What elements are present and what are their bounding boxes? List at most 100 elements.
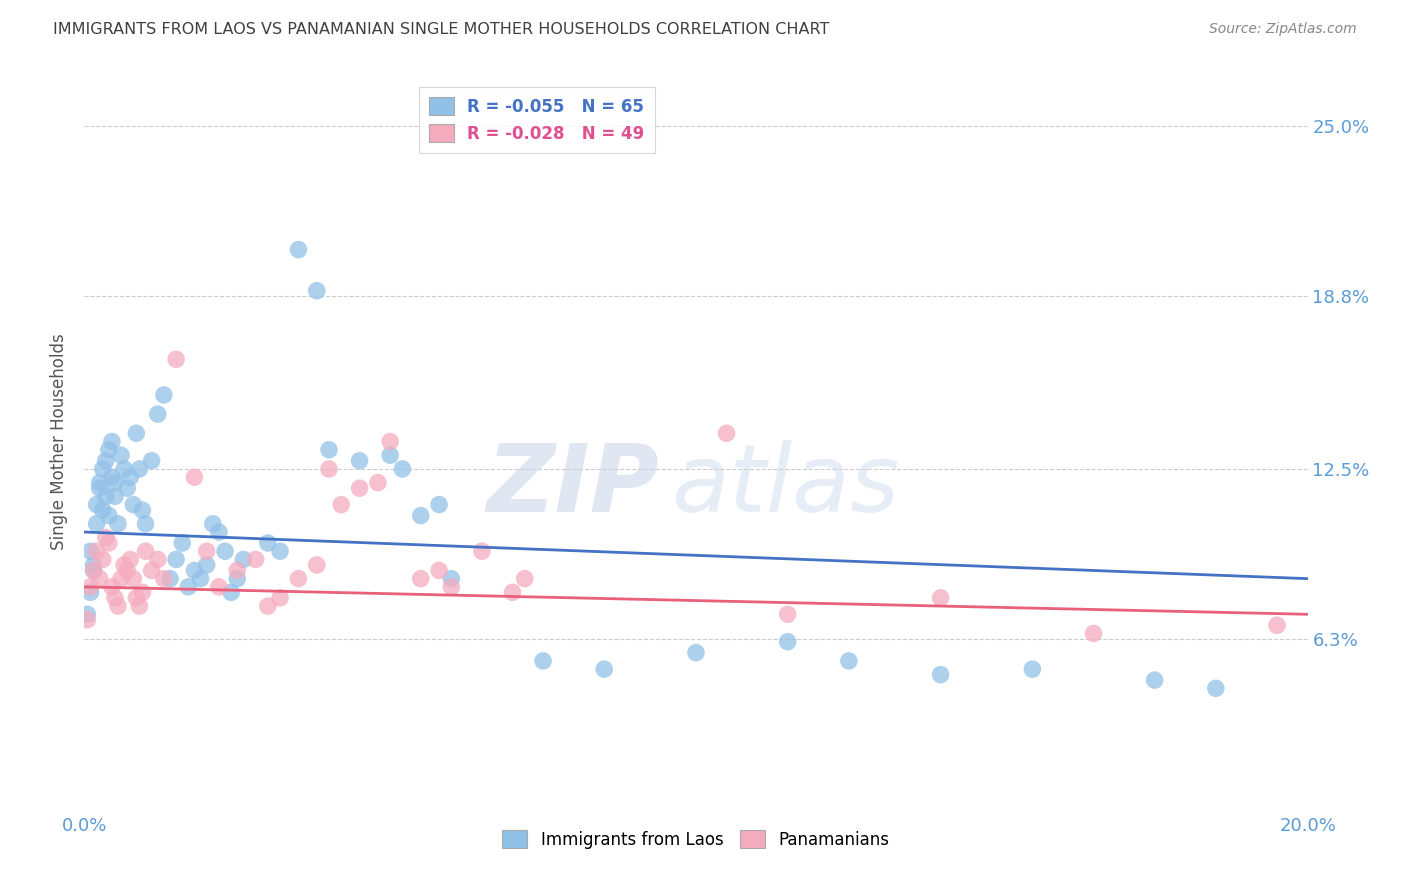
Point: [165, 352, 187, 367]
Point: [97, 442, 120, 457]
Point: [112, 462, 135, 476]
Point: [115, 481, 138, 495]
Point: [131, 503, 153, 517]
Point: [219, 585, 242, 599]
Point: [367, 475, 389, 490]
Point: [1205, 681, 1227, 696]
Point: [305, 284, 328, 298]
Point: [929, 667, 952, 681]
Point: [104, 475, 127, 490]
Point: [349, 454, 371, 468]
Point: [929, 591, 952, 605]
Point: [97, 536, 120, 550]
Point: [120, 552, 142, 566]
Point: [125, 426, 148, 441]
Point: [1265, 618, 1288, 632]
Point: [89, 481, 111, 495]
Point: [97, 508, 120, 523]
Point: [502, 585, 524, 599]
Text: ZIP: ZIP: [486, 440, 659, 532]
Point: [104, 591, 127, 605]
Point: [122, 572, 145, 586]
Point: [208, 524, 231, 539]
Point: [318, 462, 340, 476]
Point: [471, 544, 494, 558]
Point: [838, 654, 860, 668]
Point: [79, 585, 101, 599]
Point: [380, 448, 402, 462]
Point: [141, 454, 163, 468]
Point: [531, 654, 554, 668]
Point: [101, 580, 124, 594]
Point: [685, 646, 707, 660]
Point: [257, 536, 280, 550]
Point: [101, 434, 124, 449]
Point: [110, 572, 132, 586]
Point: [110, 448, 132, 462]
Point: [716, 426, 738, 441]
Point: [76, 613, 98, 627]
Point: [91, 462, 114, 476]
Point: [201, 516, 224, 531]
Point: [208, 580, 231, 594]
Point: [146, 552, 169, 566]
Point: [128, 599, 150, 613]
Point: [226, 563, 249, 577]
Point: [349, 481, 371, 495]
Text: Source: ZipAtlas.com: Source: ZipAtlas.com: [1209, 22, 1357, 37]
Point: [1143, 673, 1166, 687]
Point: [330, 498, 353, 512]
Point: [409, 508, 432, 523]
Point: [107, 599, 129, 613]
Point: [79, 580, 101, 594]
Point: [391, 462, 413, 476]
Point: [128, 462, 150, 476]
Point: [131, 585, 153, 599]
Point: [305, 558, 328, 572]
Point: [135, 516, 157, 531]
Point: [287, 572, 309, 586]
Point: [177, 580, 200, 594]
Point: [91, 552, 114, 566]
Point: [183, 470, 205, 484]
Point: [101, 470, 124, 484]
Text: atlas: atlas: [672, 441, 900, 532]
Point: [153, 388, 176, 402]
Point: [1083, 626, 1105, 640]
Point: [159, 572, 181, 586]
Point: [190, 572, 212, 586]
Point: [183, 563, 205, 577]
Point: [83, 558, 105, 572]
Point: [94, 454, 117, 468]
Point: [269, 544, 291, 558]
Point: [287, 243, 309, 257]
Point: [94, 489, 117, 503]
Point: [513, 572, 536, 586]
Legend: Immigrants from Laos, Panamanians: Immigrants from Laos, Panamanians: [496, 823, 896, 855]
Point: [125, 591, 148, 605]
Point: [226, 572, 249, 586]
Point: [232, 552, 254, 566]
Point: [86, 498, 108, 512]
Point: [427, 563, 450, 577]
Point: [79, 544, 101, 558]
Point: [89, 475, 111, 490]
Point: [153, 572, 176, 586]
Point: [195, 558, 218, 572]
Point: [409, 572, 432, 586]
Point: [104, 489, 127, 503]
Point: [593, 662, 616, 676]
Point: [86, 544, 108, 558]
Point: [257, 599, 280, 613]
Point: [122, 498, 145, 512]
Point: [76, 607, 98, 622]
Point: [318, 442, 340, 457]
Point: [94, 531, 117, 545]
Point: [135, 544, 157, 558]
Point: [1021, 662, 1043, 676]
Point: [115, 563, 138, 577]
Point: [172, 536, 194, 550]
Point: [89, 572, 111, 586]
Point: [245, 552, 267, 566]
Point: [165, 552, 187, 566]
